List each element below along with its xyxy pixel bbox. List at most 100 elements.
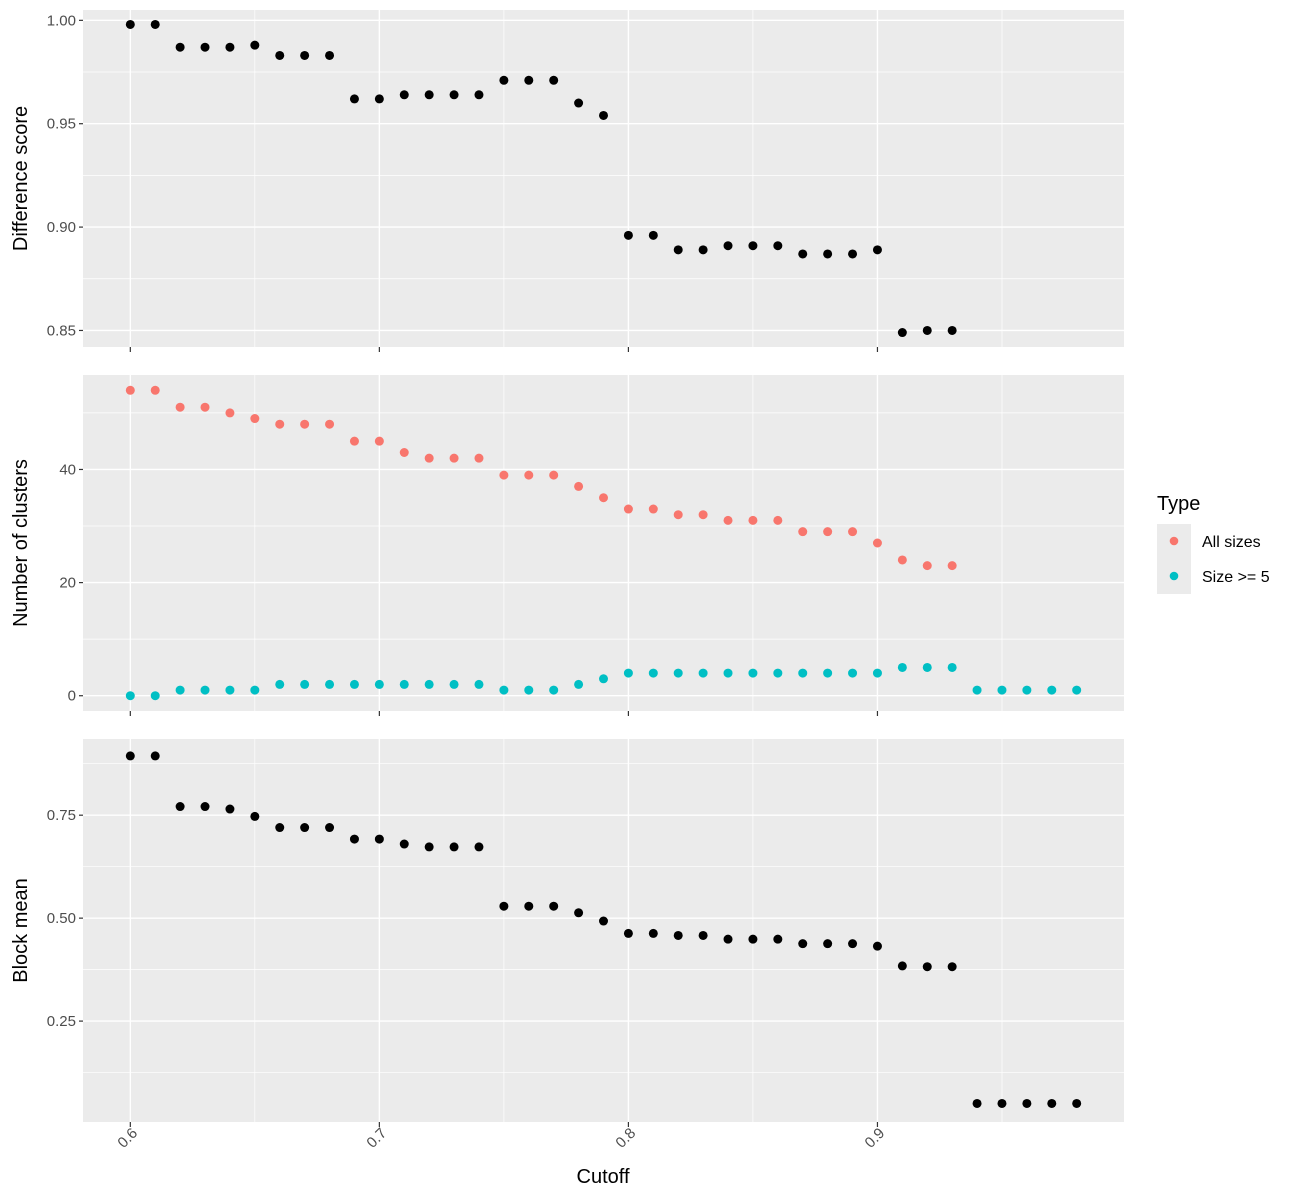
data-point [748,241,758,251]
data-point [972,1098,982,1108]
data-point [325,679,335,689]
data-point [349,94,359,104]
data-point [947,662,957,672]
data-point [499,901,509,911]
data-point [1047,685,1057,695]
data-point [524,685,534,695]
data-point [175,42,185,52]
data-point [374,679,384,689]
x-tick-label: 0.9 [862,1125,889,1152]
data-point [922,662,932,672]
data-point [947,325,957,335]
data-point [599,110,608,120]
data-point [698,668,708,678]
data-point [623,928,633,938]
data-point [748,515,758,525]
data-point [574,908,584,918]
data-point [125,691,135,701]
data-point [922,325,932,335]
y-tick-label: 0.50 [47,910,76,927]
data-point [623,504,633,514]
data-point [374,94,384,104]
series-1 [125,751,1082,1108]
panel-background [83,739,1124,1122]
data-point [623,230,633,240]
data-point [574,481,584,491]
data-point [897,328,907,338]
data-point [549,685,559,695]
data-point [1022,685,1032,695]
data-point [449,679,459,689]
data-point [349,436,359,446]
data-point [125,19,135,29]
data-point [673,668,683,678]
data-point [549,470,559,480]
y-axis-title: Difference score [10,106,32,251]
data-point [773,515,783,525]
data-point [698,245,708,255]
data-point [200,42,210,52]
y-tick-label: 20 [59,575,76,592]
panel-3: 0.25 0.50 0.75 Block mean [10,739,1124,1127]
data-point [723,241,733,251]
data-point [125,751,135,761]
data-point [623,668,633,678]
legend-dot-all-sizes [1169,536,1179,546]
data-point [872,941,882,951]
data-point [125,385,135,395]
data-point [1072,685,1082,695]
data-point [823,527,833,537]
data-point [723,668,733,678]
data-point [773,934,783,944]
data-point [399,90,409,100]
data-point [773,241,783,251]
y-tick-label: 0.85 [47,322,76,339]
series-2 [125,662,1082,701]
data-point [499,685,509,695]
data-point [922,561,932,571]
data-point [300,679,310,689]
data-point [175,685,185,695]
data-point [897,662,907,672]
y-tick-label: 40 [59,461,76,478]
data-point [300,419,310,429]
data-point [947,561,957,571]
y-tick-label: 1.00 [47,12,76,29]
data-point [474,842,484,852]
data-point [1072,1098,1082,1108]
data-point [648,230,658,240]
data-point [524,470,534,480]
data-point [673,510,683,520]
data-point [723,934,733,944]
data-point [524,75,534,85]
data-point [897,961,907,971]
data-point [449,90,459,100]
data-point [848,249,858,259]
data-point [250,414,260,424]
data-point [250,685,260,695]
data-point [499,470,509,480]
data-point [872,538,882,548]
data-point [225,685,235,695]
data-point [748,934,758,944]
data-point [200,402,210,412]
legend-label-size-ge-5: Size >= 5 [1202,569,1270,586]
data-point [997,1098,1007,1108]
y-axis-title: Number of clusters [10,459,32,627]
data-point [698,510,708,520]
data-point [449,842,459,852]
data-point [872,245,882,255]
data-point [250,40,260,50]
data-point [549,901,559,911]
data-point [823,668,833,678]
data-point [1047,1098,1057,1108]
x-tick-label: 0.8 [612,1125,639,1152]
data-point [150,19,160,29]
data-point [474,90,484,100]
data-point [574,679,584,689]
data-point [275,679,285,689]
data-point [399,839,409,849]
data-point [424,679,434,689]
panel-1: 0.85 0.90 0.95 1.00 Difference score [10,10,1124,352]
